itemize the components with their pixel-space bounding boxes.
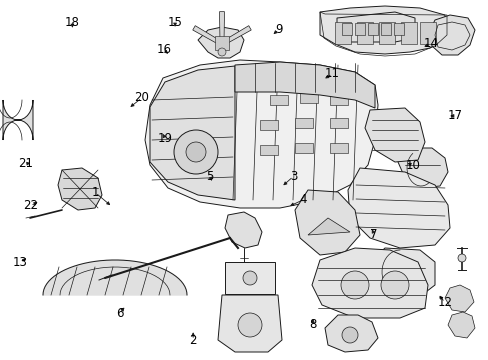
Polygon shape bbox=[336, 12, 414, 42]
Circle shape bbox=[185, 142, 205, 162]
Bar bbox=[215, 36, 228, 50]
Text: 19: 19 bbox=[158, 132, 172, 145]
Bar bbox=[224, 262, 274, 294]
Text: 15: 15 bbox=[167, 16, 182, 29]
Circle shape bbox=[457, 254, 465, 262]
Text: 8: 8 bbox=[308, 318, 316, 330]
Polygon shape bbox=[218, 295, 282, 352]
Bar bbox=[341, 23, 351, 35]
Circle shape bbox=[218, 48, 225, 56]
Bar bbox=[380, 23, 390, 35]
Bar bbox=[269, 95, 287, 105]
Circle shape bbox=[380, 271, 408, 299]
Text: 22: 22 bbox=[23, 199, 38, 212]
Polygon shape bbox=[192, 26, 218, 43]
Text: 20: 20 bbox=[134, 91, 149, 104]
Polygon shape bbox=[364, 108, 424, 162]
Bar bbox=[260, 120, 278, 130]
Text: 12: 12 bbox=[437, 296, 451, 309]
Text: 21: 21 bbox=[18, 157, 33, 170]
Text: 1: 1 bbox=[91, 186, 99, 199]
Polygon shape bbox=[444, 285, 473, 312]
Polygon shape bbox=[219, 12, 224, 39]
Bar bbox=[367, 23, 377, 35]
Text: 6: 6 bbox=[116, 307, 123, 320]
Text: 14: 14 bbox=[423, 37, 438, 50]
Text: 17: 17 bbox=[447, 109, 461, 122]
Bar bbox=[294, 143, 312, 153]
Bar bbox=[419, 22, 435, 44]
Circle shape bbox=[340, 271, 368, 299]
Text: 16: 16 bbox=[156, 43, 171, 56]
Bar bbox=[329, 143, 347, 153]
Polygon shape bbox=[224, 212, 262, 248]
Polygon shape bbox=[43, 260, 186, 295]
Bar bbox=[356, 22, 372, 44]
Bar bbox=[294, 118, 312, 128]
Bar bbox=[329, 95, 347, 105]
Circle shape bbox=[341, 327, 357, 343]
Polygon shape bbox=[311, 248, 427, 318]
Bar bbox=[400, 22, 416, 44]
Polygon shape bbox=[294, 190, 359, 255]
Polygon shape bbox=[325, 315, 377, 352]
Text: 7: 7 bbox=[369, 228, 377, 240]
Text: 3: 3 bbox=[289, 170, 297, 183]
Polygon shape bbox=[307, 218, 349, 235]
Text: 4: 4 bbox=[299, 193, 306, 206]
Bar bbox=[378, 22, 394, 44]
Bar bbox=[299, 93, 317, 103]
Polygon shape bbox=[150, 66, 235, 200]
Text: 13: 13 bbox=[13, 256, 28, 269]
Bar bbox=[354, 23, 364, 35]
Bar bbox=[393, 23, 403, 35]
Text: 5: 5 bbox=[206, 170, 214, 183]
Text: 9: 9 bbox=[274, 23, 282, 36]
Circle shape bbox=[174, 130, 218, 174]
Polygon shape bbox=[319, 6, 444, 54]
Polygon shape bbox=[145, 60, 377, 208]
Circle shape bbox=[243, 271, 257, 285]
Polygon shape bbox=[235, 62, 374, 108]
Text: 11: 11 bbox=[325, 67, 339, 80]
Polygon shape bbox=[397, 148, 447, 188]
Polygon shape bbox=[369, 248, 434, 298]
Polygon shape bbox=[225, 26, 251, 43]
Circle shape bbox=[238, 313, 262, 337]
Polygon shape bbox=[3, 100, 33, 140]
Text: 18: 18 bbox=[65, 16, 80, 29]
Bar bbox=[260, 145, 278, 155]
Polygon shape bbox=[447, 312, 474, 338]
Text: 10: 10 bbox=[405, 159, 420, 172]
Polygon shape bbox=[198, 27, 244, 58]
Bar bbox=[329, 118, 347, 128]
Polygon shape bbox=[429, 15, 474, 55]
Polygon shape bbox=[347, 168, 449, 248]
Polygon shape bbox=[58, 168, 102, 210]
Text: 2: 2 bbox=[189, 334, 197, 347]
Bar bbox=[334, 22, 350, 44]
